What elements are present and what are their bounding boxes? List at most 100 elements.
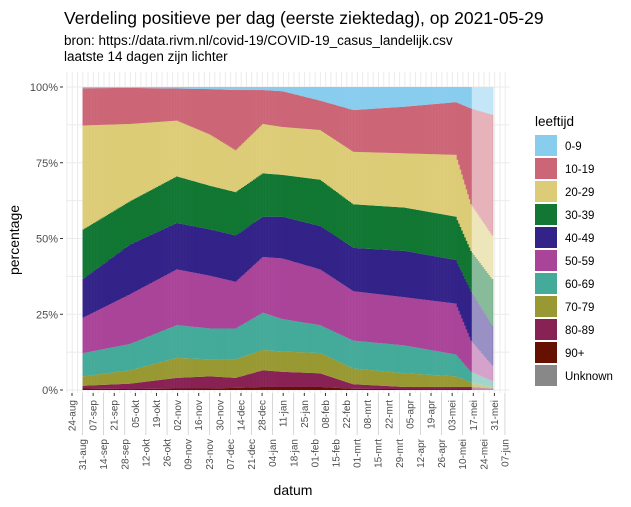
chart-subtitle-line-1: bron: https://data.rivm.nl/covid-19/COVI… [64, 33, 453, 48]
bar-segment-20-29-2020-11-17 [200, 130, 203, 184]
bar-segment-60-69-2021-01-15 [289, 320, 292, 352]
bar-segment-80-89-2021-02-01 [314, 373, 317, 387]
bar-segment-20-29-2021-05-15 [470, 204, 473, 251]
bar-segment-30-39-2020-10-06 [136, 197, 139, 242]
bar-segment-80-89-2021-05-02 [450, 386, 453, 390]
bar-segment-10-19-2021-05-07 [458, 103, 460, 165]
bar-segment-80-89-2021-04-02 [405, 386, 408, 390]
bar-segment-20-29-2021-01-09 [280, 126, 282, 175]
bar-segment-20-29-2021-02-02 [316, 129, 319, 180]
bar-segment-80-89-2021-04-01 [403, 386, 406, 390]
bar-segment-60-69-2020-12-22 [253, 317, 255, 354]
bar-segment-50-59-2021-02-27 [354, 291, 356, 341]
bar-segment-0-9-2020-10-30 [173, 87, 175, 89]
bar-segment-30-39-2021-05-04 [453, 216, 456, 260]
x-axis: 24-aug31-aug07-sep14-sep21-sep28-sep05-o… [68, 393, 511, 470]
bar-segment-0-9-2020-11-04 [180, 87, 183, 89]
bar-segment-40-49-2021-01-10 [281, 216, 284, 259]
bar-segment-40-49-2020-09-24 [118, 252, 121, 300]
bar-segment-50-59-2021-01-29 [310, 266, 313, 324]
bar-segment-60-69-2020-12-01 [221, 328, 224, 360]
x-tick-label: 15-feb [332, 439, 343, 468]
bar-segment-60-69-2020-09-07 [93, 350, 95, 375]
bar-segment-50-59-2021-03-18 [382, 294, 385, 344]
bar-segment-40-49-2020-11-16 [198, 227, 201, 274]
bar-segment-60-69-2021-01-04 [272, 316, 275, 351]
bar-segment-70-79-2021-03-13 [375, 370, 378, 386]
bar-segment-0-9-2020-09-24 [118, 87, 121, 88]
bar-segment-30-39-2021-01-05 [274, 174, 276, 217]
bar-segment-90+-2021-01-11 [283, 386, 286, 390]
bar-segment-60-69-2020-09-18 [109, 347, 112, 373]
bar-segment-10-19-2021-02-11 [329, 103, 332, 137]
bar-segment-0-9-2021-02-17 [339, 87, 341, 107]
bar-segment-80-89-2021-04-19 [431, 386, 433, 390]
bar-segment-90+-2021-03-15 [378, 388, 381, 390]
bar-segment-0-9-2020-11-01 [176, 87, 178, 89]
bar-segment-40-49-2021-04-05 [409, 251, 412, 299]
bar-segment-30-39-2020-12-30 [265, 173, 267, 217]
bar-segment-70-79-2021-04-04 [408, 373, 411, 387]
bar-segment-80-89-2020-09-09 [96, 385, 98, 389]
bar-segment-30-39-2020-09-08 [94, 222, 97, 270]
bar-segment-60-69-2020-12-08 [231, 328, 234, 360]
bar-segment-50-59-2021-03-05 [363, 292, 365, 342]
bar-segment-80-89-2021-04-18 [429, 386, 432, 390]
bar-segment-60-69-2021-03-06 [364, 341, 367, 370]
bar-segment-80-89-2020-09-14 [103, 384, 106, 389]
bar-segment-80-89-2021-02-11 [329, 376, 332, 388]
bar-segment-20-29-2021-01-14 [287, 127, 290, 176]
bar-segment-20-29-2020-11-09 [188, 125, 190, 180]
bar-segment-10-19-2020-09-11 [99, 88, 101, 125]
bar-segment-10-19-2021-04-06 [411, 106, 414, 154]
bar-segment-70-79-2020-12-07 [230, 359, 233, 378]
bar-segment-60-69-2020-11-04 [180, 325, 183, 359]
bar-segment-90+-2021-01-23 [301, 386, 304, 390]
bar-segment-20-29-2020-10-08 [139, 123, 142, 196]
bar-segment-20-29-2021-02-13 [332, 138, 335, 190]
bar-segment-30-39-2021-04-22 [435, 213, 438, 257]
bar-segment-20-29-2020-10-06 [136, 123, 139, 198]
bar-segment-30-39-2020-12-05 [227, 190, 230, 234]
bar-segment-40-49-2020-09-17 [108, 260, 111, 305]
bar-segment-70-79-2021-04-13 [421, 374, 424, 387]
bar-segment-70-79-2020-12-16 [243, 356, 246, 376]
bar-segment-30-39-2020-10-27 [168, 180, 171, 227]
bar-segment-40-49-2021-03-07 [366, 248, 368, 293]
bar-segment-80-89-2020-11-18 [201, 376, 204, 389]
bar-segment-0-9-2021-01-03 [271, 87, 273, 91]
bar-segment-70-79-2020-10-15 [150, 364, 153, 382]
bar-segment-0-9-2021-01-25 [304, 87, 307, 97]
bar-segment-0-9-2021-02-13 [332, 87, 335, 105]
bar-segment-20-29-2021-01-06 [275, 126, 278, 175]
bar-segment-20-29-2021-01-26 [305, 128, 308, 178]
bar-segment-10-19-2020-11-17 [200, 88, 203, 131]
bar-segment-80-89-2020-10-13 [147, 381, 150, 389]
bar-segment-30-39-2020-09-28 [124, 203, 127, 248]
bar-segment-0-9-2021-03-28 [397, 87, 400, 108]
bar-segment-90+-2021-02-23 [348, 388, 350, 390]
bar-segment-0-9-2020-11-26 [213, 87, 216, 90]
bar-segment-10-19-2020-11-22 [207, 89, 210, 134]
bar-segment-20-29-2020-09-10 [97, 124, 100, 221]
bar-segment-10-19-2021-01-15 [289, 93, 292, 128]
bar-segment-60-69-2021-04-21 [434, 350, 436, 376]
bar-segment-70-79-2020-11-02 [177, 357, 180, 378]
bar-segment-60-69-2021-04-26 [441, 352, 444, 376]
bar-segment-60-69-2020-09-05 [90, 351, 92, 376]
legend-label: 10-19 [565, 164, 594, 176]
bar-segment-60-69-2021-03-16 [379, 343, 382, 372]
bar-segment-30-39-2020-11-24 [210, 186, 213, 230]
bar-segment-50-59-2021-03-07 [366, 292, 368, 342]
bar-segment-30-39-2020-09-20 [112, 211, 115, 257]
x-tick-label: 10-mei [458, 439, 469, 470]
bar-segment-10-19-2021-04-11 [418, 105, 421, 154]
bar-segment-60-69-2021-02-09 [326, 328, 329, 357]
bar-segment-20-29-2020-09-05 [90, 125, 92, 225]
bar-segment-50-59-2020-09-16 [106, 305, 109, 349]
bar-segment-30-39-2020-09-11 [99, 219, 101, 267]
bar-segment-10-19-2021-04-20 [432, 104, 435, 155]
bar-segment-40-49-2021-02-04 [319, 226, 322, 270]
bar-segment-20-29-2021-05-02 [450, 154, 453, 216]
bar-segment-20-29-2020-11-27 [215, 138, 218, 188]
